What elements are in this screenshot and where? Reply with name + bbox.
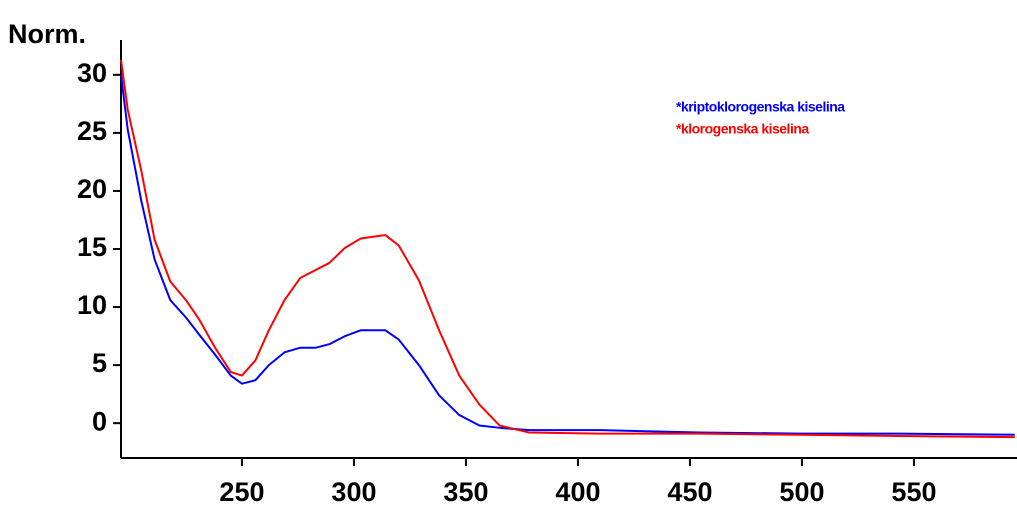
y-axis-label: Norm. — [8, 19, 86, 49]
y-tick-label: 15 — [77, 232, 107, 262]
legend-entry: *klorogenska kiselina — [676, 121, 809, 137]
y-tick-label: 30 — [77, 58, 107, 88]
x-tick-label: 300 — [331, 477, 376, 507]
y-tick-label: 5 — [92, 348, 107, 378]
x-tick-label: 250 — [219, 477, 264, 507]
x-tick-label: 550 — [891, 477, 936, 507]
y-tick-label: 20 — [77, 174, 107, 204]
y-tick-label: 25 — [77, 116, 107, 146]
series-line — [120, 74, 1015, 436]
x-tick-label: 450 — [667, 477, 712, 507]
x-tick-label: 500 — [779, 477, 824, 507]
x-tick-label: 350 — [443, 477, 488, 507]
x-tick-label: 400 — [555, 477, 600, 507]
y-tick-label: 0 — [92, 406, 107, 436]
legend-entry: *kriptoklorogenska kiselina — [676, 99, 845, 115]
series-line — [120, 59, 1015, 439]
y-tick-label: 10 — [77, 290, 107, 320]
